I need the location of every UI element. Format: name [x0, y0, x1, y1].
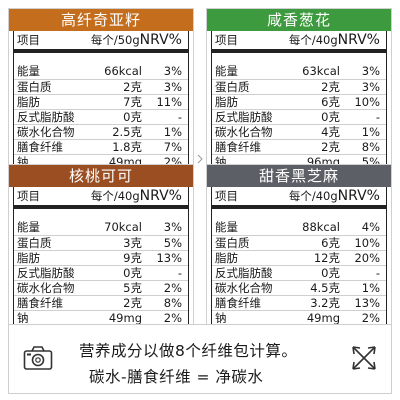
nutrition-table: 项目 每个/40g NRV% 能量 70kcal 3% 蛋白质 3克 5% 脂肪 9克 13… [13, 187, 189, 326]
header-nrv: NRV% [337, 32, 380, 48]
table-row: 钠 49mg 2% [14, 310, 188, 325]
table-row: 反式脂肪酸 0克 - [212, 265, 386, 280]
table-row: 能量 70kcal 3% [17, 220, 182, 234]
crossed-arrows-icon [352, 346, 376, 370]
table-row: 能量 63kcal 3% [215, 64, 380, 78]
table-row: 脂肪 9克 13% [14, 250, 188, 265]
table-row: 膳食纤维 2克 8% [212, 139, 386, 154]
footer-note: 营养成分以做8个纤维包计算。 碳水-膳食纤维 = 净碳水 [8, 324, 392, 394]
panel-title: 甜香黑芝麻 [207, 165, 391, 187]
table-row: 碳水化合物 5克 2% [14, 280, 188, 295]
header-item: 项目 [17, 33, 40, 47]
table-row: 能量 88kcal 4% [215, 220, 380, 234]
table-row: 碳水化合物 4克 1% [212, 124, 386, 139]
header-nrv: NRV% [337, 188, 380, 204]
table-row: 蛋白质 3克 5% [14, 235, 188, 250]
header-item: 项目 [215, 189, 238, 203]
nutrition-table: 项目 每个/40g NRV% 能量 63kcal 3% 蛋白质 2克 3% 脂肪 6克 10… [211, 31, 387, 170]
table-row: 膳食纤维 1.8克 7% [14, 139, 188, 154]
table-row: 脂肪 7克 11% [14, 94, 188, 109]
footer-line-1: 营养成分以做8个纤维包计算。 [79, 342, 298, 360]
table-row: 蛋白质 2克 3% [14, 79, 188, 94]
header-per: 每个/40g [288, 33, 338, 47]
header-nrv: NRV% [139, 188, 182, 204]
header-per: 每个/40g [90, 189, 140, 203]
table-row: 碳水化合物 2.5克 1% [14, 124, 188, 139]
table-header-row: 项目 每个/40g NRV% [212, 187, 386, 209]
nutrition-panel-2: 咸香葱花 项目 每个/40g NRV% 能量 63kcal 3% 蛋白质 2克 3% 脂… [206, 8, 392, 171]
table-header-row: 项目 每个/40g NRV% [212, 31, 386, 53]
table-row: 膳食纤维 2克 8% [14, 295, 188, 310]
header-item: 项目 [17, 189, 40, 203]
nutrition-table: 项目 每个/50g NRV% 能量 66kcal 3% 蛋白质 2克 3% 脂肪 7克 11… [13, 31, 189, 170]
panel-title: 咸香葱花 [207, 9, 391, 31]
table-header-row: 项目 每个/40g NRV% [14, 187, 188, 209]
panel-title: 核桃可可 [9, 165, 193, 187]
table-row: 碳水化合物 4.5克 1% [212, 280, 386, 295]
header-nrv: NRV% [139, 32, 182, 48]
table-header-row: 项目 每个/50g NRV% [14, 31, 188, 53]
table-row: 蛋白质 2克 3% [212, 79, 386, 94]
separator-icon [197, 154, 203, 164]
nutrition-panel-4: 甜香黑芝麻 项目 每个/40g NRV% 能量 88kcal 4% 蛋白质 6克 10%… [206, 164, 392, 327]
table-row: 反式脂肪酸 0克 - [14, 109, 188, 124]
panel-title: 高纤奇亚籽 [9, 9, 193, 31]
header-per: 每个/40g [288, 189, 338, 203]
table-row: 反式脂肪酸 0克 - [212, 109, 386, 124]
nutrition-table: 项目 每个/40g NRV% 能量 88kcal 4% 蛋白质 6克 10% 脂肪 12克… [211, 187, 387, 326]
header-item: 项目 [215, 33, 238, 47]
table-row: 反式脂肪酸 0克 - [14, 265, 188, 280]
header-per: 每个/50g [90, 33, 140, 47]
table-row: 膳食纤维 3.2克 13% [212, 295, 386, 310]
table-row: 蛋白质 6克 10% [212, 235, 386, 250]
table-row: 钠 49mg 2% [212, 310, 386, 325]
nutrition-panel-1: 高纤奇亚籽 项目 每个/50g NRV% 能量 66kcal 3% 蛋白质 2克 3% … [8, 8, 194, 171]
table-row: 脂肪 12克 20% [212, 250, 386, 265]
camera-icon [23, 346, 53, 370]
nutrition-panel-3: 核桃可可 项目 每个/40g NRV% 能量 70kcal 3% 蛋白质 3克 5% 脂… [8, 164, 194, 327]
footer-line-2: 碳水-膳食纤维 = 净碳水 [89, 368, 264, 386]
table-row: 能量 66kcal 3% [17, 64, 182, 78]
table-row: 脂肪 6克 10% [212, 94, 386, 109]
